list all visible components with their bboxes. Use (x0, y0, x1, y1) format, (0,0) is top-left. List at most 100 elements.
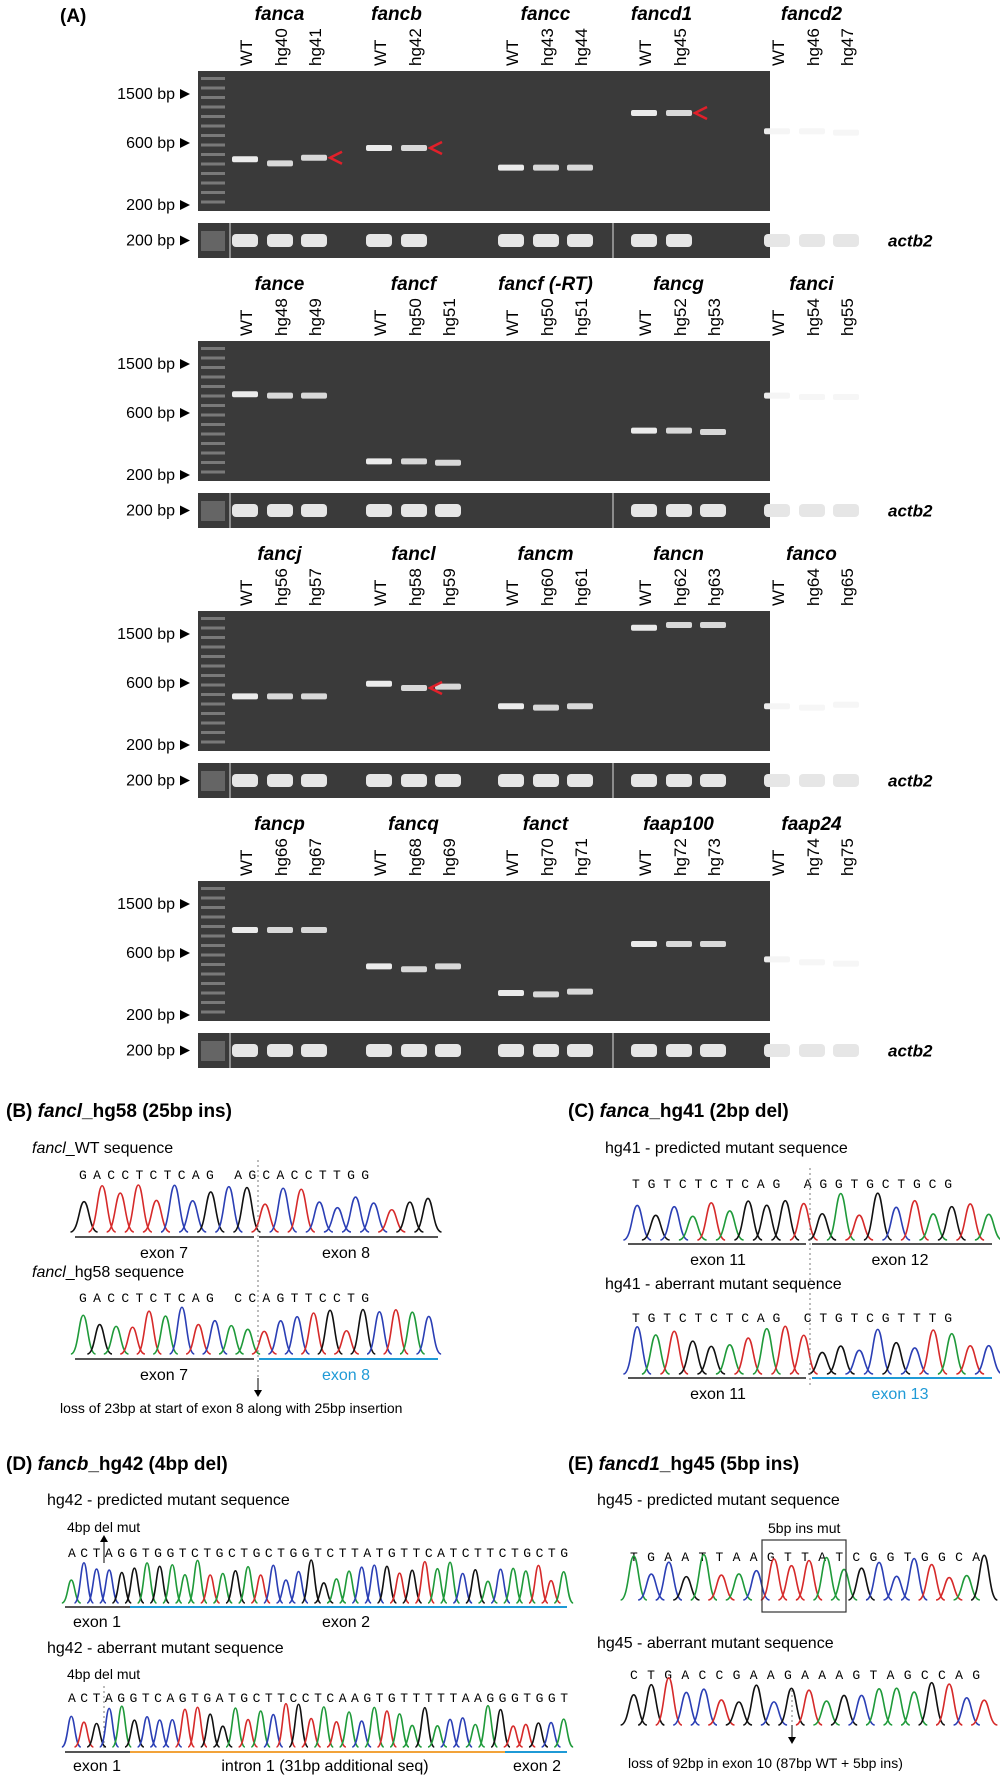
actb2-band (267, 234, 293, 247)
chromatogram-peak (185, 1323, 212, 1355)
pcr-band (232, 927, 258, 933)
ladder-band (201, 181, 225, 185)
ladder-band (201, 617, 225, 620)
panel-e-gene: fancd1 (599, 1454, 660, 1475)
panel-c-pred-seq: TGTCTCTCAG AGGTGCTGCG (632, 1177, 952, 1192)
lane-label: hg48 (272, 298, 291, 336)
panel-d-ab-intron: intron 1 (31bp additional seq) (221, 1758, 428, 1775)
chromatogram-peak (416, 1315, 442, 1355)
chromatogram-peak (900, 1691, 928, 1726)
gene-name: faap100 (643, 814, 714, 835)
actb2-band (666, 774, 692, 787)
panel-d-pred-seq: ACTAGGTGGTCTGCTGCTGGTCTTATGTTCATCTTCTGCT… (68, 1546, 568, 1561)
lane-label: hg51 (440, 298, 459, 336)
gene-name: fancd2 (781, 4, 843, 25)
chromatogram-peak (863, 1328, 893, 1375)
insertion-box (761, 1539, 847, 1613)
chromatogram-peak (452, 1572, 473, 1604)
chromatogram-peak (174, 1708, 196, 1748)
chromatogram-peak (553, 1570, 574, 1604)
actb2-band (567, 234, 593, 247)
chromatogram-peak (654, 1676, 683, 1726)
actb2-band (764, 234, 790, 247)
actb2-band (666, 1044, 692, 1057)
panel-c-ab-exon-b: exon 13 (872, 1386, 929, 1403)
lane-label: WT (769, 850, 788, 876)
gene-name: fancb (371, 4, 422, 25)
ladder-band (201, 771, 225, 791)
gene-name: fanci (789, 274, 834, 295)
panel-c-title: _hg41 (2bp del) (648, 1101, 788, 1122)
actb2-band (232, 774, 258, 787)
lane-label: hg52 (671, 298, 690, 336)
actb2-band (435, 504, 461, 517)
chromatogram-peak (935, 1683, 963, 1726)
actb2-band (401, 234, 427, 247)
pcr-band (631, 427, 657, 434)
chromatogram-peak (641, 1214, 670, 1241)
chromatogram-peak (284, 1315, 310, 1355)
ladder-band (201, 906, 225, 909)
chromatogram-peak (678, 1340, 707, 1375)
chromatogram-peak (61, 1579, 82, 1604)
chromatogram-peak (672, 1691, 700, 1726)
ladder-arrow (180, 1045, 190, 1056)
panel-b-wt-label: _WT sequence (65, 1140, 173, 1157)
panel-d-ab-seq: ACTAGGTCAGTGATGCTTCCTCAAGTGTTTTTAAGGGTGG… (68, 1691, 568, 1706)
chromatogram-peak (541, 1721, 561, 1748)
lane-label: hg63 (705, 568, 724, 606)
pcr-band (833, 960, 859, 967)
chromatogram-peak (974, 1213, 1000, 1241)
ladder-band (201, 404, 225, 407)
chromatogram-peak (364, 1706, 385, 1748)
chromatogram-peak (366, 1310, 393, 1355)
gene-name: fanca (255, 4, 305, 25)
reference-gene-label: actb2 (888, 502, 933, 521)
chromatogram-peak (623, 1204, 652, 1241)
actb2-band (301, 774, 327, 787)
ladder-label: 200 bp (126, 197, 175, 214)
ladder-band (201, 375, 225, 379)
ladder-band (201, 200, 225, 204)
panel-d-ab-del-label: 4bp del mut (67, 1666, 140, 1682)
pcr-band (631, 941, 657, 947)
actb2-band (700, 1044, 726, 1057)
panel-d-ab-exon-a: exon 1 (73, 1758, 121, 1775)
actb2-band (666, 504, 692, 517)
pcr-band (301, 927, 327, 933)
lane-label: WT (636, 580, 655, 606)
mutant-arrow (427, 140, 443, 156)
pcr-band (366, 680, 392, 687)
lane-label: WT (237, 580, 256, 606)
chromatogram-peak (953, 1697, 981, 1726)
actb2-band (366, 1044, 392, 1057)
chromatogram-peak (73, 1561, 95, 1604)
pcr-band (435, 963, 461, 970)
chromatogram-peak (214, 1185, 243, 1233)
chromatogram-peak (863, 1192, 893, 1241)
pcr-band (498, 164, 524, 171)
actb2-band (498, 234, 524, 247)
panel-e-pred-seq: TGAATTAAGTTATCGGTGGCA (630, 1550, 980, 1565)
chromatogram-peak (826, 1345, 855, 1375)
actb2-band (631, 234, 657, 247)
gene-name: fance (255, 274, 305, 295)
chromatogram-peak (848, 1567, 876, 1601)
chromatogram-peak (882, 1341, 911, 1375)
ladder-band (201, 674, 225, 677)
chromatogram-peak (883, 1687, 911, 1726)
chromatogram-peak (439, 1561, 461, 1604)
ladder-band (201, 972, 225, 976)
pcr-band (366, 458, 392, 465)
ladder-label: 600 bp (126, 675, 175, 692)
ladder-band (201, 451, 225, 455)
chromatogram-peak (956, 1203, 985, 1241)
chromatogram (620, 1676, 998, 1726)
lane-label: WT (636, 850, 655, 876)
lane-label: hg62 (671, 568, 690, 606)
chromatogram-peak (178, 1200, 207, 1233)
pcr-band (567, 703, 593, 710)
panel-e-note: loss of 92bp in exon 10 (87bp WT + 5bp i… (628, 1755, 903, 1771)
chromatogram-peak (111, 1571, 132, 1604)
ladder-band (201, 1001, 225, 1004)
